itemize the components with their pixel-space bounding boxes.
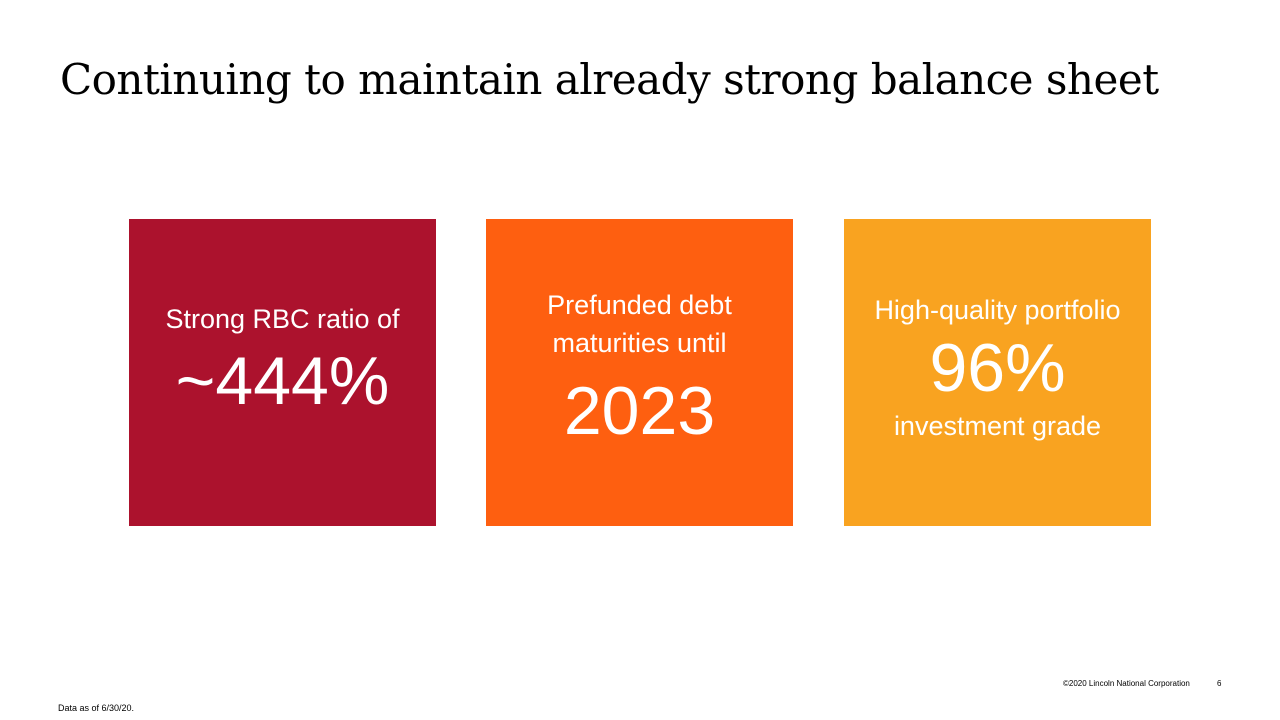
rbc-ratio-value: ~444% [175, 342, 390, 419]
portfolio-quality-tile: High-quality portfolio 96% investment gr… [844, 219, 1151, 526]
debt-maturities-label-line-2: maturities until [552, 327, 727, 358]
portfolio-quality-caption: investment grade [893, 410, 1102, 441]
debt-maturities-label-line-1: Prefunded debt [547, 289, 732, 320]
copyright-notice: ©2020 Lincoln National Corporation [1063, 679, 1190, 688]
slide-title: Continuing to maintain already strong ba… [60, 55, 1159, 104]
data-date-footnote: Data as of 6/30/20. [58, 703, 135, 713]
portfolio-quality-label: High-quality portfolio [874, 294, 1121, 325]
debt-maturities-tile: Prefunded debt maturities until 2023 [486, 219, 793, 526]
portfolio-quality-value: 96% [929, 329, 1066, 406]
rbc-ratio-tile: Strong RBC ratio of ~444% [129, 219, 436, 526]
debt-maturities-value: 2023 [563, 372, 716, 449]
page-number: 6 [1217, 679, 1222, 688]
rbc-ratio-label: Strong RBC ratio of [165, 303, 400, 334]
